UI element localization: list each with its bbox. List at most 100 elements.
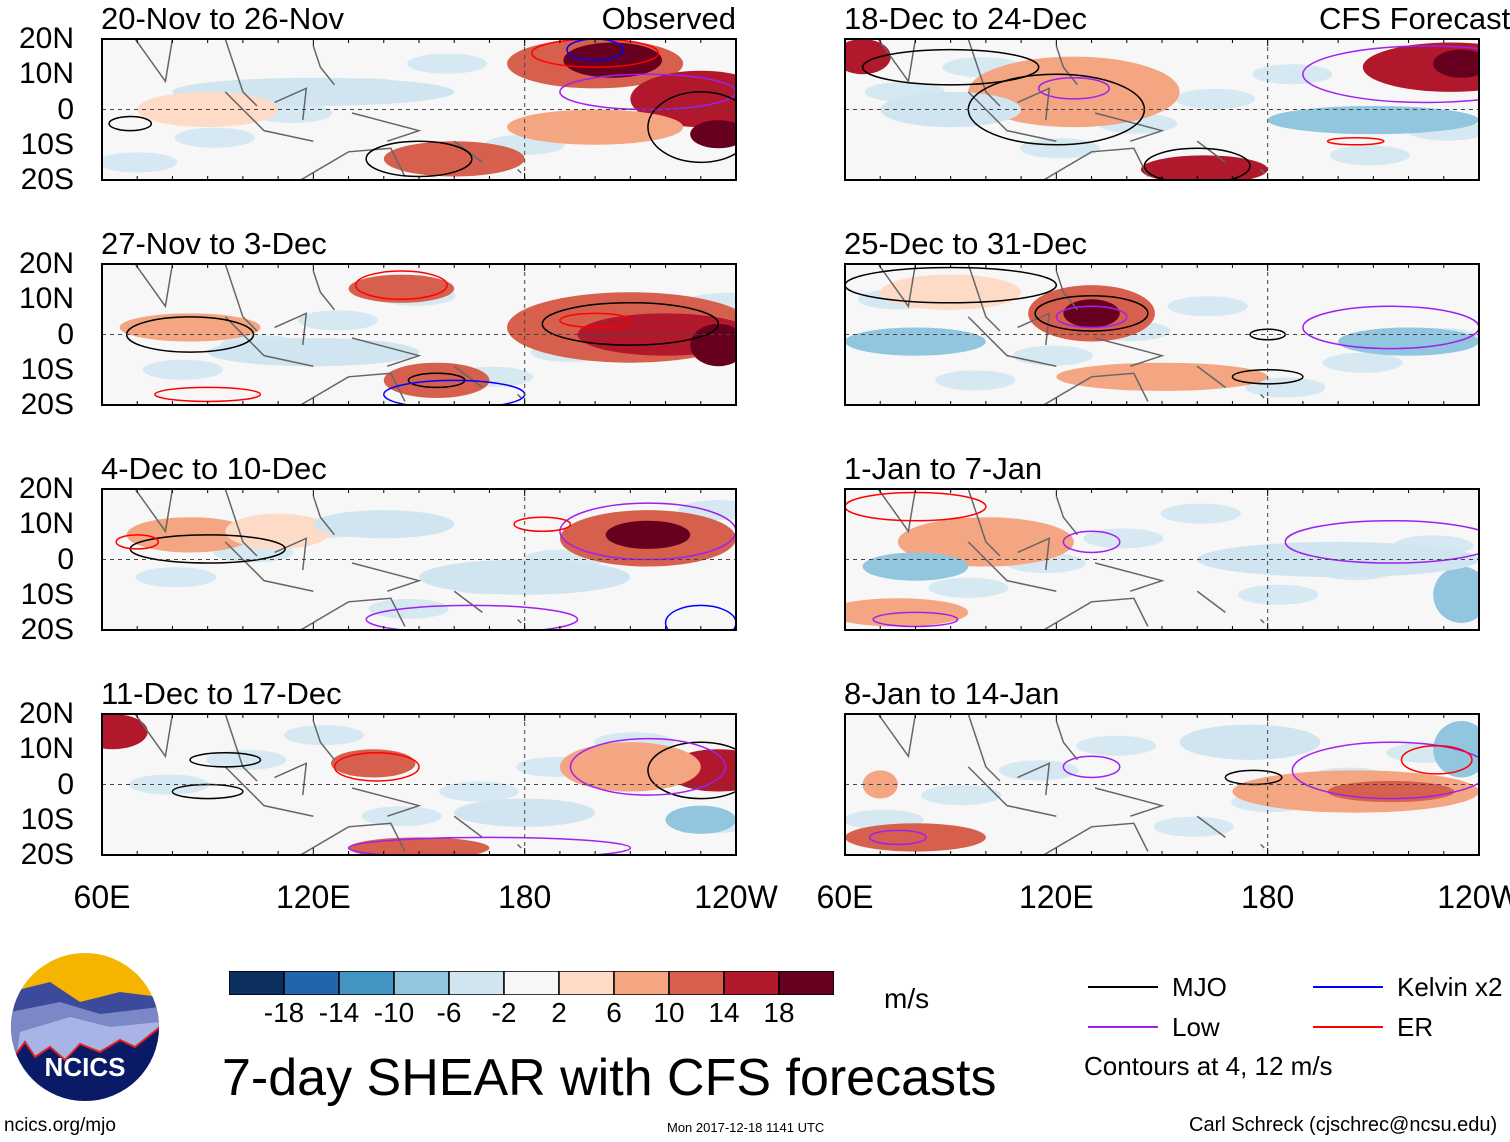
coastline [133,488,522,631]
shading-patch [1012,345,1093,366]
colorbar-swatch [283,971,340,995]
y-tick-label: 0 [57,542,74,576]
y-tick-label: 10S [20,352,74,386]
shading-patch [1252,64,1333,85]
shading-patch [283,725,364,746]
shading-patch [143,359,224,380]
shading-blob [845,823,986,852]
shading-patch [174,127,255,148]
contour-line [1291,741,1480,800]
coastline [876,263,1265,406]
shading-patch [1019,138,1100,159]
colorbar-tick-label: 10 [653,997,685,1028]
contour-note: Contours at 4, 12 m/s [1084,1051,1333,1081]
y-tick-label: 10S [20,802,74,836]
contour-line [1302,45,1480,104]
shading-patch [361,806,442,827]
contour-line [1062,755,1121,779]
contour-line [1326,136,1385,146]
source-url[interactable]: ncics.org/mjo [4,1115,116,1136]
shading-patch [1083,528,1164,549]
shading-blob [207,338,419,367]
author-credit: Carl Schreck (cjschrec@ncsu.edu) [1189,1114,1498,1136]
y-tick-label: 20N [18,472,74,505]
shading-blob [1267,105,1479,135]
shading-patch [297,310,378,331]
panel-title: 1-Jan to 7-Jan [844,451,1043,486]
shading-patch [407,53,488,74]
y-tick-label: 0 [57,767,74,801]
contour-line [189,752,262,768]
contour-line [1034,294,1149,332]
shading-blob [605,520,691,549]
colorbar-swatch [668,971,725,995]
contour-line [1037,77,1110,100]
colorbar-tick-label: -14 [318,997,360,1028]
colorbar-tick-label: 2 [551,997,567,1028]
y-tick-label: 20S [20,838,74,871]
shading-patch [921,785,1002,806]
shading-blob [880,274,1022,310]
panel-title: 25-Dec to 31-Dec [844,226,1087,261]
shading-patch [1329,145,1410,166]
contour-line [559,312,632,329]
shading-blob [1179,724,1321,760]
map-panel [844,713,1480,856]
x-tick-label: 120W [1437,879,1510,915]
colorbar-swatch [723,971,780,995]
y-tick-label: 20N [18,22,74,55]
y-tick-label: 10N [18,732,74,766]
contour-line [365,604,579,631]
observed-label: Observed [601,1,736,36]
x-tick-label: 180 [1240,879,1295,915]
map-panel [101,713,737,856]
y-tick-label: 10N [18,507,74,541]
shading-blob [1433,566,1480,623]
contour-line [868,829,927,846]
shading-blob [313,510,455,539]
shading-blob [383,141,525,177]
y-tick-label: 10N [18,282,74,316]
y-tick-label: 20N [18,697,74,730]
x-tick-label: 180 [497,879,552,915]
contour-line [647,741,737,800]
shading-patch [206,749,287,770]
legend-label: MJO [1172,972,1227,1002]
timestamp: Mon 2017-12-18 1141 UTC [667,1120,825,1135]
shading-patch [1076,735,1157,756]
contour-line [1284,519,1480,564]
legend-label: ER [1397,1012,1434,1042]
shading-patch [1160,503,1241,524]
colorbar-swatch [503,971,560,995]
units-label: m/s [884,983,930,1014]
map-panel [101,488,737,631]
coastline [133,713,522,856]
legend-label: Low [1172,1012,1220,1042]
colorbar-swatch [338,971,395,995]
colorbar-tick-label: 14 [708,997,740,1028]
x-tick-label: 60E [816,879,874,915]
x-tick-label: 120W [694,879,778,915]
contour-line [569,737,727,796]
shading-patch [1245,377,1326,398]
legend-line-kelvin-x2 [1313,986,1383,988]
colorbar-tick-label: -18 [263,997,305,1028]
shading-blob [690,323,737,367]
colorbar-tick-label: -10 [373,997,415,1028]
map-panel [844,263,1480,406]
y-tick-label: 10N [18,57,74,91]
shading-patch [1322,352,1403,373]
y-tick-label: 10S [20,127,74,161]
shading-blob [690,120,737,149]
shading-blob [101,714,148,750]
contour-line [647,91,737,164]
shading-patch [101,152,178,173]
panel-title: 11-Dec to 17-Dec [101,676,342,711]
contour-line [347,836,632,856]
map-panel [844,38,1480,181]
shading-patch [135,567,216,588]
shading-blob [665,805,736,834]
shading-blob [1063,299,1120,328]
legend-label: Kelvin x2 [1397,972,1503,1002]
logo-text: NCICS [45,1052,126,1082]
